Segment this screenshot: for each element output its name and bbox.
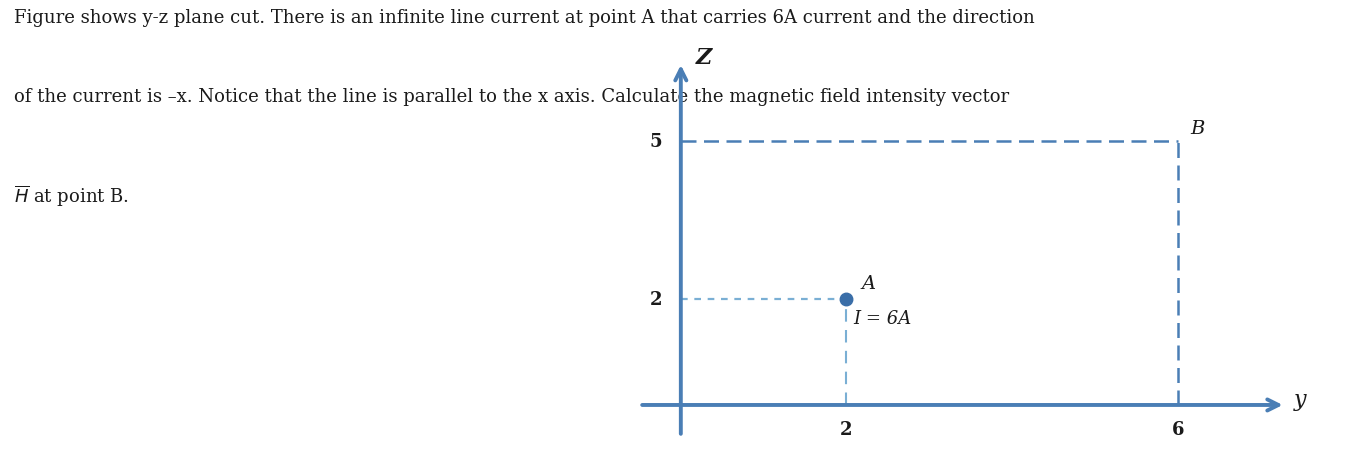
Text: 2: 2: [841, 420, 853, 438]
Text: 5: 5: [650, 133, 662, 151]
Text: B: B: [1190, 120, 1205, 138]
Text: 6: 6: [1171, 420, 1183, 438]
Text: A: A: [861, 274, 876, 292]
Text: Figure shows y-z plane cut. There is an infinite line current at point A that ca: Figure shows y-z plane cut. There is an …: [14, 9, 1034, 27]
Text: Z: Z: [696, 47, 712, 69]
Text: 2: 2: [650, 291, 662, 309]
Text: $\overline{H}$ at point B.: $\overline{H}$ at point B.: [14, 184, 129, 209]
Text: of the current is –x. Notice that the line is parallel to the x axis. Calculate : of the current is –x. Notice that the li…: [14, 88, 1009, 106]
Text: y: y: [1294, 388, 1307, 410]
Text: I = 6A: I = 6A: [853, 309, 911, 328]
